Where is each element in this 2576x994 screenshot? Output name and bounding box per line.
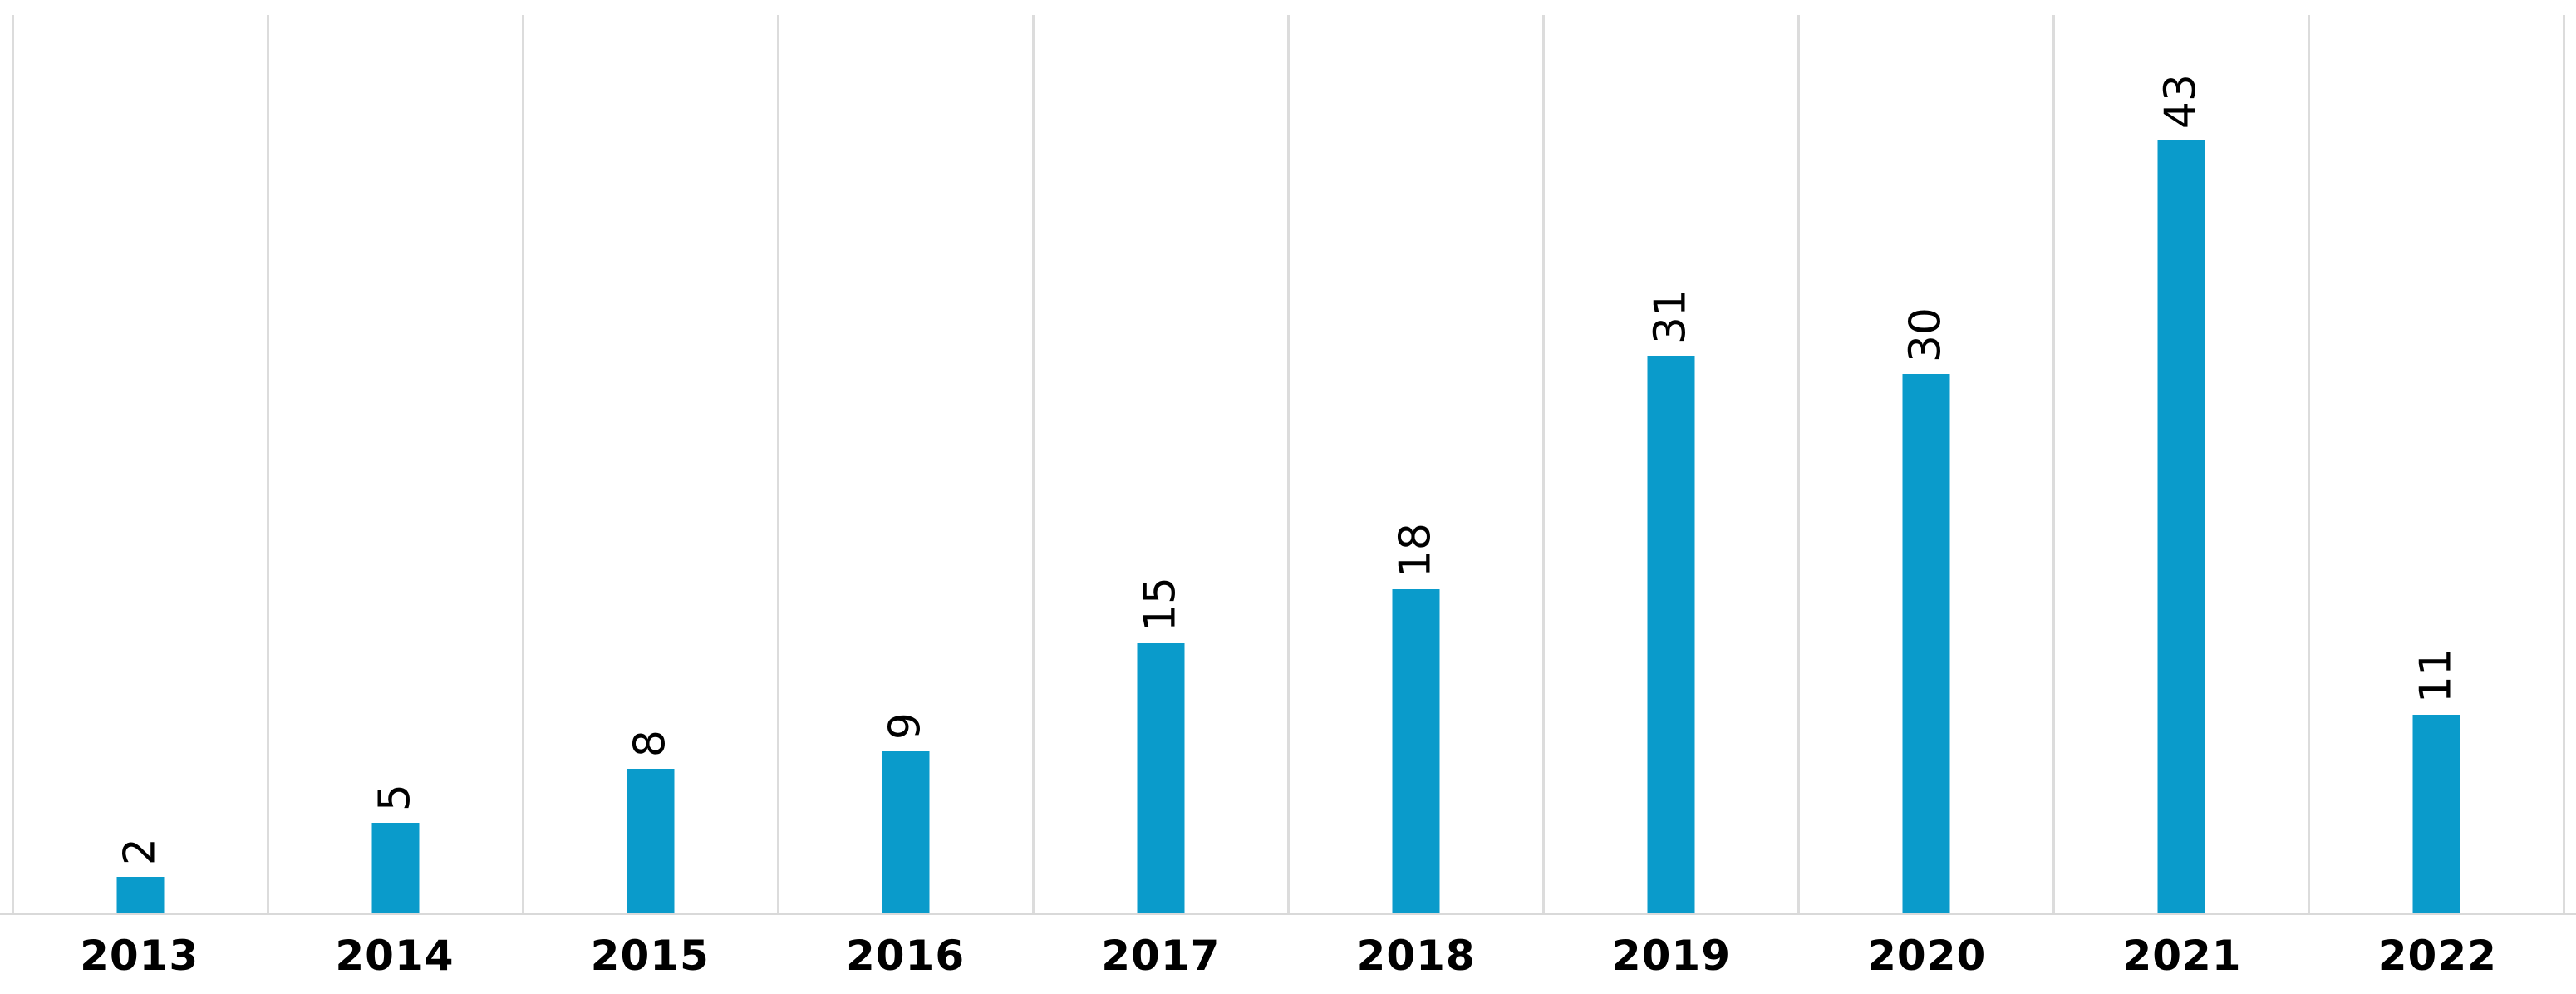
bar-2014 — [371, 823, 420, 913]
data-label-2013: 2 — [115, 837, 165, 865]
plot-column-2021: 43 — [2052, 15, 2308, 913]
x-tick-label-2014: 2014 — [335, 932, 455, 980]
bar-2019 — [1647, 356, 1695, 913]
data-label-2019: 31 — [1645, 289, 1696, 345]
x-tick-label-2022: 2022 — [2377, 932, 2497, 980]
bar-2016 — [882, 750, 930, 913]
plot-area: 2 5 8 9 15 18 31 30 43 11 — [12, 15, 2565, 913]
bar-2017 — [1137, 643, 1185, 913]
data-label-2021: 43 — [2156, 74, 2206, 130]
plot-column-2013: 2 — [12, 15, 267, 913]
plot-column-2017: 15 — [1032, 15, 1287, 913]
x-tick-label-2018: 2018 — [1356, 932, 1476, 980]
bar-2020 — [1902, 374, 1950, 913]
plot-column-2020: 30 — [1797, 15, 2052, 913]
x-tick-label-2015: 2015 — [590, 932, 710, 980]
x-tick-label-2013: 2013 — [80, 932, 199, 980]
x-tick-label-2020: 2020 — [1867, 932, 1987, 980]
bar-2015 — [627, 769, 675, 913]
plot-column-2018: 18 — [1287, 15, 1542, 913]
bar-2021 — [2157, 140, 2205, 913]
plot-column-2014: 5 — [267, 15, 522, 913]
x-axis-line — [0, 913, 2576, 915]
bar-2013 — [116, 876, 165, 913]
data-label-2014: 5 — [370, 783, 420, 811]
data-label-2022: 11 — [2411, 648, 2461, 704]
data-label-2018: 18 — [1390, 523, 1441, 578]
data-label-2015: 8 — [625, 730, 676, 758]
x-tick-label-2021: 2021 — [2122, 932, 2242, 980]
bar-2018 — [1392, 589, 1440, 913]
plot-column-2015: 8 — [522, 15, 777, 913]
plot-column-2016: 9 — [777, 15, 1032, 913]
plot-column-2022: 11 — [2308, 15, 2565, 913]
plot-column-2019: 31 — [1542, 15, 1797, 913]
x-tick-label-2017: 2017 — [1101, 932, 1221, 980]
bar-2022 — [2412, 715, 2460, 913]
data-label-2017: 15 — [1135, 576, 1186, 632]
x-axis-labels: 2013 2014 2015 2016 2017 2018 2019 2020 2021 2022 — [12, 918, 2565, 994]
x-tick-label-2019: 2019 — [1611, 932, 1732, 980]
x-tick-label-2016: 2016 — [845, 932, 966, 980]
data-label-2016: 9 — [880, 711, 931, 740]
data-label-2020: 30 — [1900, 307, 1951, 362]
